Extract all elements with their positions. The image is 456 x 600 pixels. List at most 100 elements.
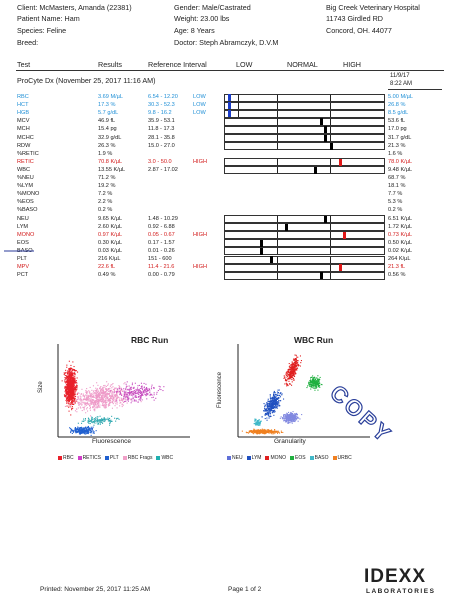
scatter-dot (140, 401, 142, 403)
scatter-dot (67, 399, 69, 401)
scatter-dot (291, 371, 293, 373)
previous-result: 26.8 % (388, 102, 406, 109)
scatter-dot (80, 428, 82, 430)
scatter-dot (83, 418, 85, 420)
scatter-dot (278, 404, 280, 406)
scatter-dot (101, 421, 103, 423)
scatter-dot (294, 417, 296, 419)
scatter-dot (105, 393, 107, 395)
scatter-dot (299, 365, 301, 367)
scatter-dot (290, 417, 292, 419)
scatter-dot (273, 406, 275, 408)
reference-interval: 11.4 - 21.6 (148, 264, 175, 271)
scatter-dot (316, 379, 318, 381)
scatter-dot (72, 372, 74, 374)
scatter-dot (70, 404, 72, 406)
previous-result: 1.72 K/µL (388, 223, 413, 230)
section-title: ProCyte Dx (November 25, 2017 11:16 AM) (17, 76, 156, 85)
scatter-dot (158, 385, 160, 387)
scatter-dot (143, 391, 145, 393)
scatter-dot (318, 385, 320, 387)
scatter-dot (135, 396, 137, 398)
scatter-dot (261, 430, 263, 432)
scatter-dot (289, 374, 291, 376)
scatter-dot (155, 397, 157, 399)
scatter-dot (292, 374, 294, 376)
scatter-dot (89, 407, 91, 409)
scatter-dot (307, 385, 309, 387)
scatter-dot (298, 364, 300, 366)
scatter-dot (267, 398, 269, 400)
scatter-dot (156, 393, 158, 395)
result-value: 71.2 % (98, 175, 116, 181)
scatter-dot (74, 376, 76, 378)
scatter-dot (145, 394, 147, 396)
scatter-dot (269, 413, 271, 415)
scatter-dot (105, 418, 107, 420)
scatter-dot (92, 401, 94, 403)
scatter-dot (253, 431, 255, 433)
scatter-dot (76, 388, 78, 390)
scatter-dot (130, 399, 132, 401)
scatter-dot (67, 383, 69, 385)
scatter-dot (92, 427, 94, 429)
scatter-dot (137, 396, 139, 398)
scatter-dot (291, 413, 293, 415)
scatter-dot (138, 389, 140, 391)
mono-arrow-icon (4, 250, 34, 252)
scatter-dot (69, 380, 71, 382)
scatter-dot (266, 430, 268, 432)
scatter-dot (321, 384, 323, 386)
scatter-dot (282, 417, 284, 419)
range-bar (224, 117, 385, 126)
scatter-dot (284, 379, 286, 381)
table-row: MCHC 32.9 g/dL 28.1 - 35.8 31.7 g/dL (0, 134, 456, 142)
printed-timestamp: Printed: November 25, 2017 11:25 AM (40, 586, 151, 593)
scatter-dot (70, 394, 72, 396)
scatter-dot (81, 404, 83, 406)
result-value: 0.03 K/µL (98, 247, 123, 254)
scatter-dot (142, 391, 144, 393)
scatter-dot (286, 412, 288, 414)
scatter-dot (313, 377, 315, 379)
scatter-dot (290, 374, 292, 376)
scatter-dot (139, 392, 141, 394)
scatter-dot (255, 423, 257, 425)
scatter-dot (93, 404, 95, 406)
scatter-dot (91, 421, 93, 423)
scatter-dot (91, 402, 93, 404)
scatter-dot (70, 389, 72, 391)
scatter-dot (293, 419, 295, 421)
scatter-dot (116, 407, 118, 409)
scatter-dot (109, 387, 111, 389)
scatter-dot (153, 387, 155, 389)
flag: HIGH (193, 158, 207, 165)
scatter-dot (109, 403, 111, 405)
scatter-dot (65, 387, 67, 389)
scatter-dot (73, 379, 75, 381)
scatter-dot (94, 409, 96, 411)
table-row: PLT 216 K/µL 151 - 600 264 K/µL (0, 255, 456, 264)
scatter-dot (88, 400, 90, 402)
scatter-dot (76, 384, 78, 386)
scatter-dot (115, 403, 117, 405)
scatter-dot (88, 430, 90, 432)
scatter-dot (104, 419, 106, 421)
scatter-dot (318, 380, 320, 382)
test-name: PCT (17, 272, 29, 279)
scatter-dot (96, 393, 98, 395)
scatter-dot (77, 371, 79, 373)
table-row: BASO 0.03 K/µL 0.01 - 0.26 0.02 K/µL (0, 247, 456, 256)
scatter-dot (287, 372, 289, 374)
scatter-dot (314, 383, 316, 385)
scatter-dot (289, 415, 291, 417)
scatter-dot (287, 416, 289, 418)
scatter-dot (254, 419, 256, 421)
scatter-dot (108, 388, 110, 390)
scatter-dot (265, 410, 267, 412)
scatter-dot (125, 392, 127, 394)
scatter-dot (111, 399, 113, 401)
scatter-dot (293, 417, 295, 419)
scatter-dot (264, 432, 266, 434)
scatter-dot (121, 406, 123, 408)
